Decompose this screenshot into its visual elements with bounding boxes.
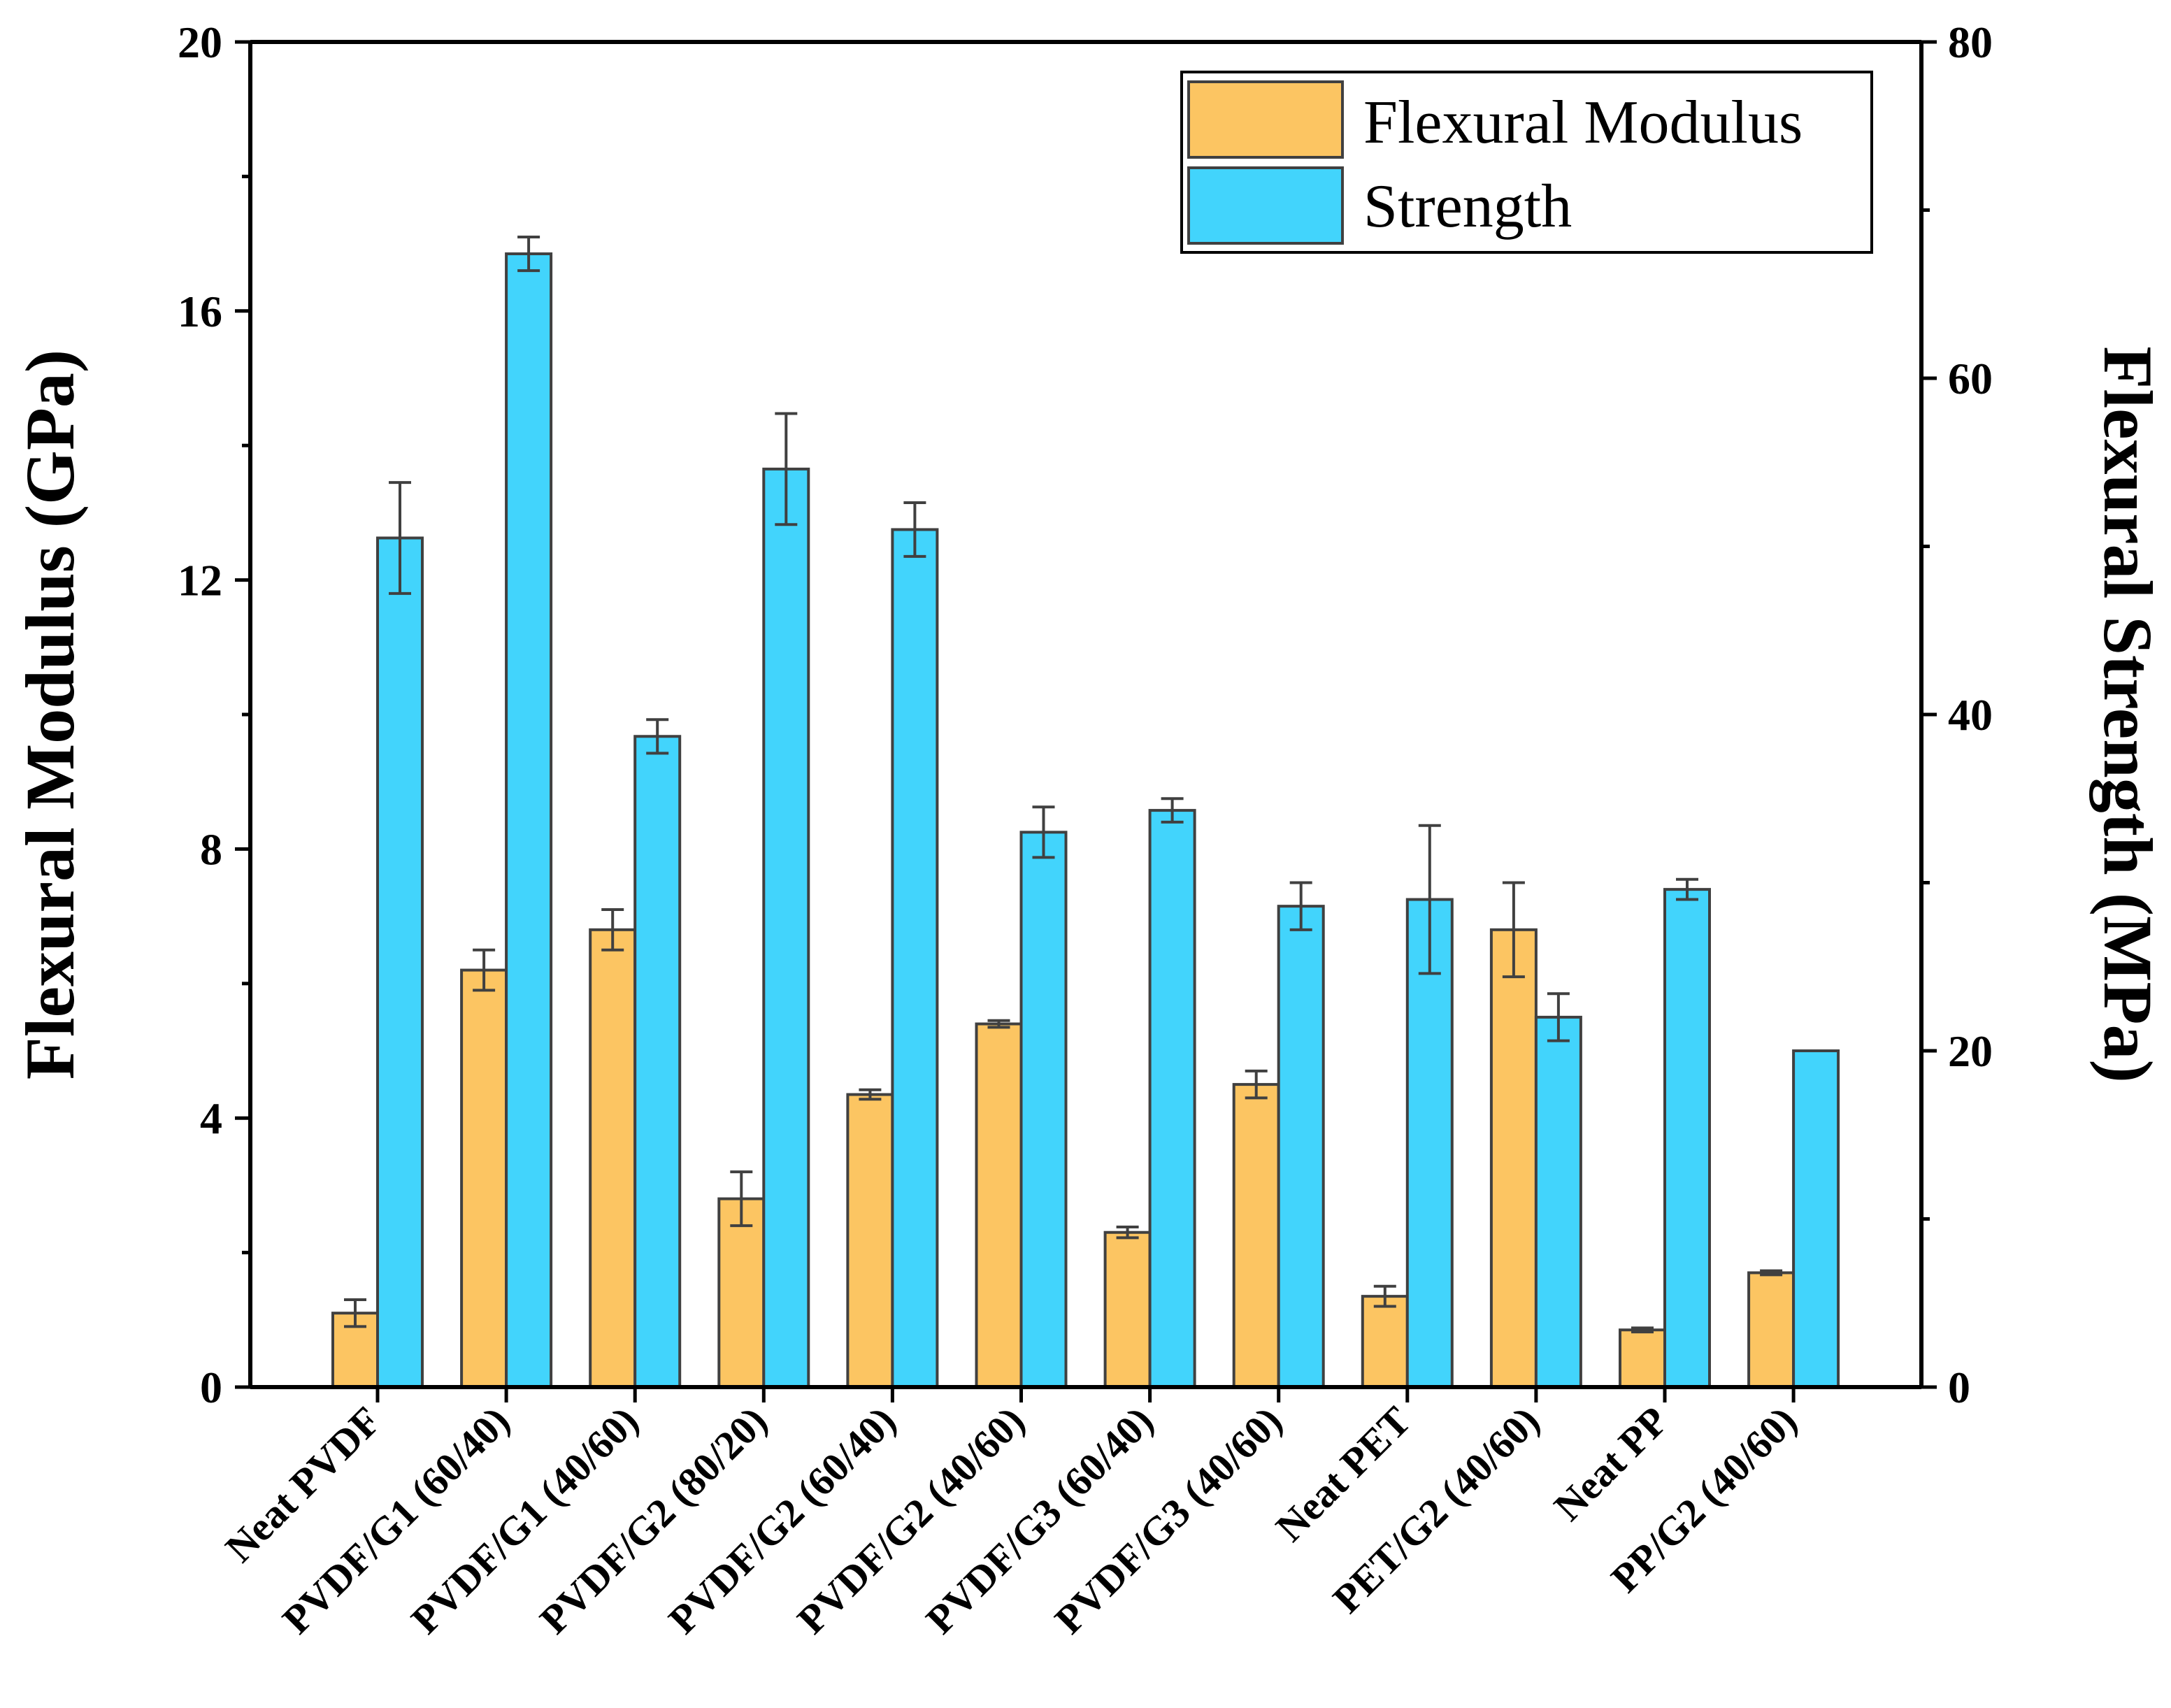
strength-error-bar — [1418, 824, 1441, 975]
modulus-error-bar — [1631, 1326, 1654, 1334]
modulus-bar — [1103, 1230, 1152, 1388]
modulus-bar — [846, 1093, 894, 1389]
category-label: PVDF/G2 (40/60) — [789, 1398, 1033, 1642]
error-bars — [344, 235, 1783, 1334]
modulus-bar — [975, 1022, 1023, 1388]
category-label: Neat PP — [1545, 1398, 1677, 1529]
plot-area — [331, 252, 1840, 1389]
category-label: PVDF/G2 (80/20) — [531, 1398, 775, 1642]
legend-swatch-modulus — [1187, 80, 1344, 159]
modulus-bar — [1619, 1328, 1666, 1388]
modulus-bar — [1489, 928, 1538, 1388]
left-tick-label: 4 — [200, 1093, 222, 1143]
modulus-bar — [1747, 1271, 1796, 1388]
modulus-error-bar — [601, 907, 624, 952]
left-tick-label: 8 — [200, 824, 222, 874]
strength-error-bar — [903, 501, 926, 558]
modulus-bar — [589, 928, 637, 1388]
modulus-error-bar — [859, 1088, 882, 1101]
strength-bar — [633, 735, 682, 1388]
left-tick-label: 16 — [178, 287, 222, 336]
strength-error-bar — [389, 481, 411, 595]
strength-bar — [891, 528, 939, 1389]
strength-error-bar — [1676, 877, 1698, 901]
modulus-error-bar — [987, 1019, 1010, 1029]
left-axis-ticks: 0 4 8 12 16 20 — [178, 17, 250, 1412]
strength-error-bar — [1289, 881, 1312, 931]
strength-error-bar — [646, 718, 669, 755]
strength-bar — [1277, 905, 1325, 1389]
strength-bar — [1663, 888, 1711, 1388]
modulus-bar — [1361, 1295, 1409, 1388]
category-label: PVDF/G1 (40/60) — [402, 1398, 647, 1642]
modulus-error-bar — [1373, 1284, 1396, 1308]
right-axis-title: Flexural Strength (MPa) — [2089, 346, 2167, 1083]
modulus-error-bar — [344, 1298, 366, 1328]
modulus-error-bar — [1116, 1226, 1139, 1240]
modulus-bar — [460, 968, 508, 1389]
left-axis-title: Flexural Modulus (GPa) — [11, 350, 89, 1079]
strength-bar — [1792, 1049, 1840, 1388]
modulus-error-bar — [1245, 1069, 1268, 1100]
right-tick-label: 0 — [1948, 1363, 1970, 1412]
category-label: PVDF/G3 (60/40) — [917, 1398, 1162, 1642]
strength-error-bar — [1161, 797, 1184, 824]
left-tick-label: 12 — [178, 556, 222, 605]
strength-bar — [376, 536, 424, 1388]
strength-bar — [762, 467, 810, 1388]
category-label: PVDF/G3 (40/60) — [1046, 1398, 1291, 1642]
right-axis-ticks: 0 20 40 60 80 — [1921, 17, 1993, 1412]
left-tick-label: 20 — [178, 17, 222, 67]
right-tick-label: 60 — [1948, 354, 1993, 403]
strength-error-bar — [1032, 805, 1055, 859]
modulus-error-bar — [473, 948, 496, 992]
modulus-bar — [1232, 1083, 1280, 1388]
right-tick-label: 20 — [1948, 1026, 1993, 1076]
right-tick-label: 40 — [1948, 690, 1993, 740]
modulus-error-bar — [1502, 881, 1525, 979]
category-label: PVDF/G1 (60/40) — [273, 1398, 518, 1642]
category-label: PVDF/G2 (60/40) — [659, 1398, 904, 1642]
strength-bar — [1148, 809, 1196, 1388]
legend-label-strength: Strength — [1363, 173, 1572, 241]
legend-label-modulus: Flexural Modulus — [1363, 89, 1803, 157]
left-tick-label: 0 — [200, 1363, 222, 1412]
strength-bar — [1019, 831, 1068, 1388]
strength-error-bar — [517, 235, 540, 273]
modulus-error-bar — [730, 1170, 753, 1228]
strength-bar — [1534, 1015, 1582, 1388]
strength-error-bar — [775, 412, 798, 526]
legend: Flexural Modulus Strength — [1180, 71, 1873, 254]
right-tick-label: 80 — [1948, 17, 1993, 67]
legend-swatch-strength — [1187, 166, 1344, 245]
modulus-error-bar — [1760, 1269, 1783, 1277]
strength-bar — [505, 252, 553, 1388]
strength-error-bar — [1547, 992, 1570, 1042]
